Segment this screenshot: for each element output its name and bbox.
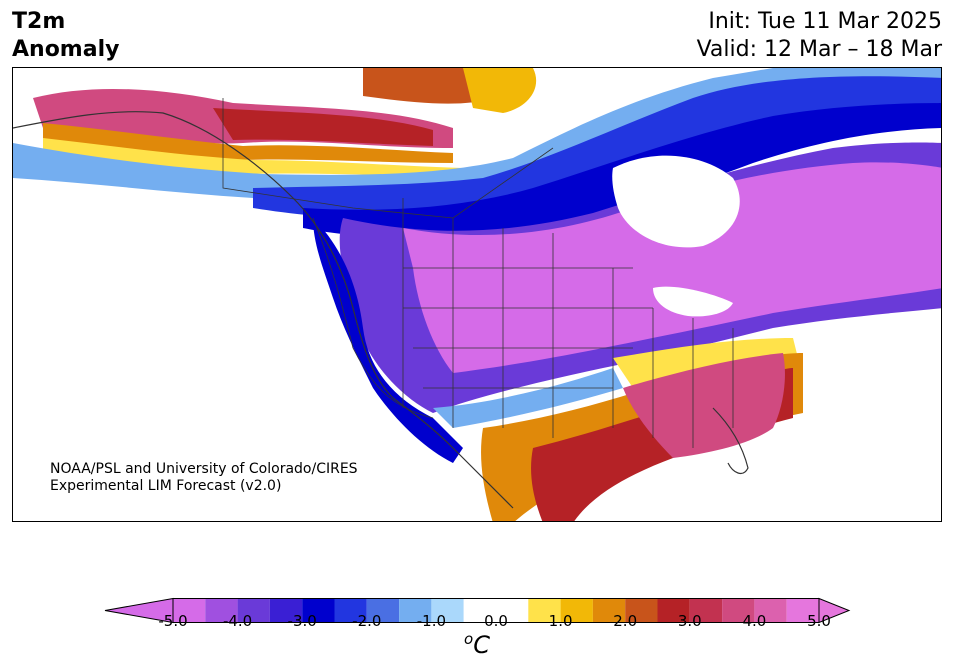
colorbar-tick: -2.0 (352, 612, 382, 630)
colorbar-swatch (366, 598, 400, 623)
southwest-cold-lightblue (433, 368, 623, 428)
political-boundaries (222, 98, 734, 448)
colorbar-swatch (592, 598, 626, 623)
colorbar-tick: 3.0 (677, 612, 702, 630)
colorbar-swatch (205, 598, 238, 623)
colorbar-tick: 2.0 (613, 612, 638, 630)
credit-line-2: Experimental LIM Forecast (v2.0) (50, 478, 282, 494)
colorbar-swatch (689, 598, 723, 623)
valid-range: Valid: 12 Mar – 18 Mar (696, 37, 942, 62)
colorbar-swatch (237, 598, 270, 623)
southeast-warm-yellow (613, 338, 798, 388)
west-coast-cold (313, 218, 463, 463)
credit-text: NOAA/PSL and University of Colorado/CIRE… (50, 461, 358, 495)
colorbar-swatch (334, 598, 367, 623)
coastline (13, 111, 514, 509)
colorbar-swatch (302, 598, 335, 623)
colorbar-swatch (173, 598, 206, 623)
colorbar-swatch (269, 598, 303, 623)
colorbar-tick: -3.0 (287, 612, 317, 630)
colorbar-tick: -5.0 (158, 612, 188, 630)
colorbar-unit: oC (464, 630, 490, 659)
alaska-warm-yellow (43, 138, 463, 176)
colorbar-tick: 4.0 (742, 612, 767, 630)
colorbar-swatch (657, 598, 690, 623)
colorbar-swatches (173, 598, 819, 623)
colorbar-swatch (399, 598, 432, 623)
colorbar-unit-base: C (473, 631, 490, 659)
colorbar-unit-prefix: o (464, 630, 474, 648)
map-title: T2m Anomaly (12, 8, 119, 64)
north-cold-blue (253, 76, 941, 220)
colorbar-tick: 5.0 (807, 612, 831, 630)
colorbar-tick: -1.0 (416, 612, 447, 630)
map-panel: NOAA/PSL and University of Colorado/CIRE… (12, 67, 942, 522)
colorbar-swatch (625, 598, 658, 623)
southeast-warm-pink (623, 353, 785, 458)
arctic-warm-yellow (463, 68, 537, 113)
colorbar (104, 597, 851, 624)
alaska-warm-red (213, 108, 433, 146)
title-line-2: Anomaly (12, 37, 120, 62)
interior-cold-magenta (403, 162, 941, 373)
colorbar-swatch (431, 598, 464, 623)
great-lakes (653, 286, 733, 317)
colorbar-tick: -4.0 (222, 612, 253, 630)
forecast-dates: Init: Tue 11 Mar 2025 Valid: 12 Mar – 18… (697, 8, 942, 64)
colorbar-swatch (754, 598, 787, 623)
colorbar-swatch (463, 598, 529, 623)
colorbar-tick: 0.0 (484, 612, 508, 630)
anomaly-map (13, 68, 941, 521)
hudson-bay-outline (612, 155, 740, 248)
init-date: Init: Tue 11 Mar 2025 (708, 9, 942, 34)
colorbar-outline (172, 598, 820, 623)
colorbar-tick: 1.0 (548, 612, 573, 630)
florida-coast (712, 407, 749, 475)
colorbar-swatch (528, 598, 561, 623)
alaska-warm-orange (43, 123, 453, 163)
colorbar-swatch (786, 598, 819, 623)
credit-line-1: NOAA/PSL and University of Colorado/CIRE… (50, 461, 358, 477)
colorbar-swatch (560, 598, 593, 623)
title-line-1: T2m (12, 9, 66, 34)
colorbar-swatch (722, 598, 755, 623)
